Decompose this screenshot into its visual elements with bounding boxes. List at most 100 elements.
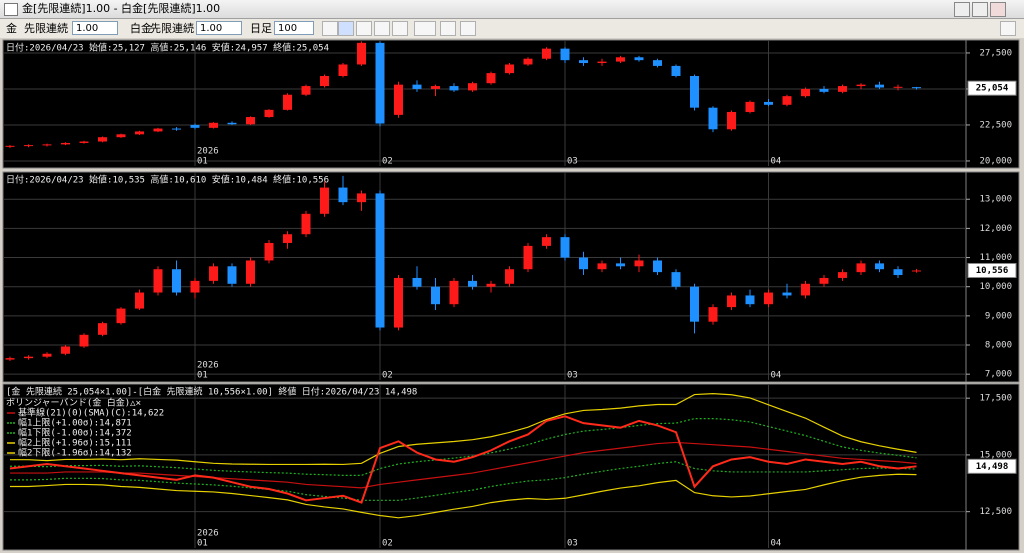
panel-background (2, 383, 1020, 551)
chart-area: 20,00022,50025,00027,500010203042026日付:2… (0, 38, 1024, 553)
hand-tool[interactable] (356, 21, 372, 36)
candle-body (320, 187, 329, 214)
candle-body (449, 280, 459, 305)
candle-body (653, 260, 662, 273)
close-button[interactable] (990, 2, 1006, 17)
candle-body (153, 128, 163, 132)
legend-entry: 幅2下限(-1.96σ):14,132 (18, 447, 132, 459)
candle-body (190, 124, 200, 128)
legend-title: ボリンジャーバンド(金 白金)△✕ (6, 397, 141, 409)
candle-body (24, 356, 33, 359)
minimize-button[interactable] (954, 2, 970, 17)
refresh-tool[interactable] (460, 21, 476, 36)
candle-body (431, 86, 440, 89)
last-price-label: 25,054 (976, 84, 1009, 94)
candle-body (338, 187, 348, 203)
legend-entry: 幅1下限(-1.00σ):14,372 (18, 427, 132, 439)
legend-entry: 幅1上限(+1.00σ):14,871 (18, 417, 132, 429)
last-price-label: 10,556 (976, 266, 1009, 276)
candle-body (301, 213, 311, 235)
panel-header: [金 先限連続 25,054×1.00]-[白金 先限連続 10,556×1.0… (6, 386, 417, 398)
toolbar: 金 先限連続 1.00 白金 先限連続 1.00 日足 100 (0, 19, 1024, 38)
ratio-line (9, 415, 917, 504)
cursor-tool[interactable] (338, 21, 354, 36)
candle-body (246, 260, 255, 284)
band-line (10, 473, 917, 519)
candle-body (61, 346, 70, 354)
candle-body (634, 260, 644, 267)
candle-body (745, 295, 755, 305)
settings-tool[interactable] (1000, 21, 1016, 36)
multiplier-2[interactable]: 1.00 (196, 21, 242, 35)
y-tick-label: 10,000 (979, 282, 1012, 292)
contract-1[interactable]: 先限連続 (24, 22, 68, 35)
symbol-1[interactable]: 金 (6, 22, 17, 35)
candle-body (782, 292, 792, 296)
candle-body (116, 308, 126, 324)
indicator-tool[interactable] (414, 21, 436, 36)
contract-2[interactable]: 先限連続 (150, 22, 194, 35)
candle-body (653, 60, 662, 66)
y-tick-label: 8,000 (985, 341, 1012, 351)
x-tick-label: 02 (382, 539, 393, 549)
title-bar: 金[先限連続]1.00 - 白金[先限連続]1.00 (0, 0, 1024, 19)
y-tick-label: 13,000 (979, 195, 1012, 205)
candle-body (579, 60, 588, 64)
multiplier-1[interactable]: 1.00 (72, 21, 118, 35)
candle-body (209, 122, 218, 128)
candle-body (727, 111, 736, 130)
legend-entry: 幅2上限(+1.96σ):15,111 (18, 437, 132, 449)
candle-body (560, 237, 570, 258)
band-line (10, 441, 917, 489)
candle-body (301, 86, 311, 95)
candle-body (135, 292, 144, 309)
candle-body (153, 269, 163, 293)
candle-body (597, 61, 607, 64)
candle-body (5, 358, 15, 360)
candle-body (875, 84, 884, 88)
line-tool[interactable] (374, 21, 390, 36)
restore-button[interactable] (972, 2, 988, 17)
candle-body (135, 131, 144, 135)
candle-body (856, 84, 866, 87)
symbol-2[interactable]: 白金 (130, 22, 152, 35)
candle-body (61, 142, 70, 145)
candle-body (708, 307, 718, 322)
last-price-box (967, 262, 1017, 278)
candle-body (375, 193, 385, 328)
candle-body (190, 280, 200, 293)
legend-entry: 基準線(21)(0)(SMA)(C):14,622 (18, 407, 164, 419)
x-tick-label: 03 (567, 371, 578, 381)
candle-body (172, 128, 181, 130)
candle-body (819, 88, 829, 92)
candle-body (838, 86, 847, 92)
candle-body (468, 83, 477, 91)
candle-body (616, 57, 625, 62)
y-tick-label: 22,500 (979, 120, 1012, 130)
candle-body (523, 58, 533, 65)
y-tick-label: 12,500 (979, 507, 1012, 517)
candle-body (98, 137, 107, 142)
bar-count[interactable]: 100 (274, 21, 314, 35)
x-tick-label: 04 (771, 539, 782, 549)
period[interactable]: 日足 (250, 22, 272, 35)
x-tick-label: 02 (382, 371, 393, 381)
candle-body (764, 101, 773, 105)
clear-tool[interactable] (440, 21, 456, 36)
tool-button[interactable] (322, 21, 338, 36)
candle-body (98, 323, 107, 335)
candle-body (542, 48, 551, 59)
year-label: 2026 (197, 147, 219, 157)
candle-body (690, 286, 699, 322)
candle-body (690, 75, 699, 108)
x-tick-label: 01 (197, 157, 208, 167)
candle-body (579, 257, 588, 270)
band-line (10, 393, 917, 466)
candle-body (227, 122, 237, 125)
candle-body (172, 269, 181, 293)
candle-body (375, 42, 385, 124)
pen-tool[interactable] (392, 21, 408, 36)
candle-body (24, 145, 33, 147)
candle-body (523, 245, 533, 270)
